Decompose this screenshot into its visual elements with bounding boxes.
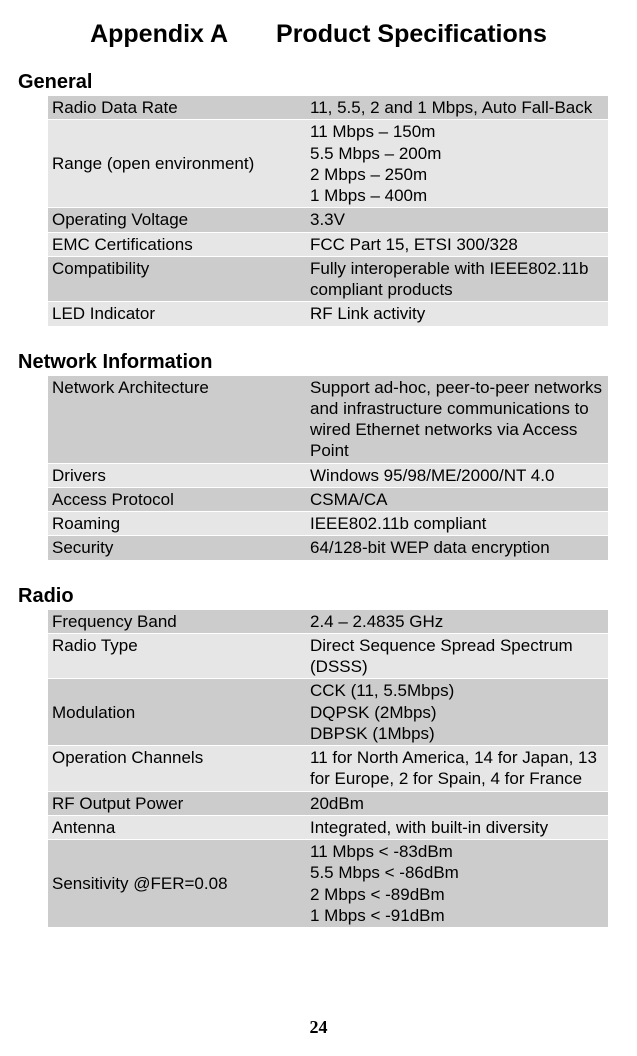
table-row: DriversWindows 95/98/ME/2000/NT 4.0 [48, 463, 608, 487]
table-row: Frequency Band2.4 – 2.4835 GHz [48, 610, 608, 634]
spec-label: Security [48, 536, 306, 560]
spec-value: Fully interoperable with IEEE802.11b com… [306, 256, 608, 302]
spec-value: Windows 95/98/ME/2000/NT 4.0 [306, 463, 608, 487]
spec-label: Drivers [48, 463, 306, 487]
appendix-title: Appendix A Product Specifications [18, 20, 619, 49]
spec-value: CSMA/CA [306, 487, 608, 511]
spec-label: EMC Certifications [48, 232, 306, 256]
table-row: Network ArchitectureSupport ad-hoc, peer… [48, 376, 608, 464]
spec-value: 11 Mbps – 150m5.5 Mbps – 200m2 Mbps – 25… [306, 120, 608, 208]
table-row: ModulationCCK (11, 5.5Mbps)DQPSK (2Mbps)… [48, 679, 608, 746]
table-row: RoamingIEEE802.11b compliant [48, 512, 608, 536]
spec-label: Network Architecture [48, 376, 306, 464]
spec-label: Antenna [48, 815, 306, 839]
spec-value: Support ad-hoc, peer-to-peer networks an… [306, 376, 608, 464]
spec-value: 11 Mbps < -83dBm5.5 Mbps < -86dBm2 Mbps … [306, 840, 608, 928]
table-row: Radio Data Rate11, 5.5, 2 and 1 Mbps, Au… [48, 96, 608, 120]
spec-value: RF Link activity [306, 302, 608, 326]
spec-value: FCC Part 15, ETSI 300/328 [306, 232, 608, 256]
section-heading-radio: Radio [18, 585, 619, 608]
table-row: AntennaIntegrated, with built-in diversi… [48, 815, 608, 839]
table-row: Access ProtocolCSMA/CA [48, 487, 608, 511]
spec-label: Frequency Band [48, 610, 306, 634]
section-heading-general: General [18, 71, 619, 94]
spec-value: CCK (11, 5.5Mbps)DQPSK (2Mbps)DBPSK (1Mb… [306, 679, 608, 746]
spec-label: LED Indicator [48, 302, 306, 326]
spec-value: 11, 5.5, 2 and 1 Mbps, Auto Fall-Back [306, 96, 608, 120]
spec-value: IEEE802.11b compliant [306, 512, 608, 536]
spec-value: Direct Sequence Spread Spectrum (DSSS) [306, 633, 608, 679]
table-row: Range (open environment)11 Mbps – 150m5.… [48, 120, 608, 208]
table-row: Operating Voltage3.3V [48, 208, 608, 232]
spec-label: Modulation [48, 679, 306, 746]
table-row: LED IndicatorRF Link activity [48, 302, 608, 326]
section-heading-network: Network Information [18, 351, 619, 374]
spec-label: Operation Channels [48, 746, 306, 792]
table-general: Radio Data Rate11, 5.5, 2 and 1 Mbps, Au… [48, 96, 608, 327]
spec-value: 3.3V [306, 208, 608, 232]
table-row: Sensitivity @FER=0.0811 Mbps < -83dBm5.5… [48, 840, 608, 928]
spec-label: RF Output Power [48, 791, 306, 815]
spec-label: Operating Voltage [48, 208, 306, 232]
table-row: Security64/128-bit WEP data encryption [48, 536, 608, 560]
spec-label: Radio Type [48, 633, 306, 679]
spec-label: Compatibility [48, 256, 306, 302]
title-prefix: Appendix A [90, 20, 228, 48]
page-number: 24 [0, 1017, 637, 1038]
spec-label: Access Protocol [48, 487, 306, 511]
spec-value: 2.4 – 2.4835 GHz [306, 610, 608, 634]
title-main: Product Specifications [276, 20, 547, 48]
table-row: EMC CertificationsFCC Part 15, ETSI 300/… [48, 232, 608, 256]
table-network: Network ArchitectureSupport ad-hoc, peer… [48, 376, 608, 561]
spec-value: Integrated, with built-in diversity [306, 815, 608, 839]
table-row: Operation Channels11 for North America, … [48, 746, 608, 792]
spec-label: Radio Data Rate [48, 96, 306, 120]
spec-value: 64/128-bit WEP data encryption [306, 536, 608, 560]
table-row: RF Output Power20dBm [48, 791, 608, 815]
spec-value: 20dBm [306, 791, 608, 815]
spec-label: Sensitivity @FER=0.08 [48, 840, 306, 928]
table-row: CompatibilityFully interoperable with IE… [48, 256, 608, 302]
spec-value: 11 for North America, 14 for Japan, 13 f… [306, 746, 608, 792]
spec-label: Range (open environment) [48, 120, 306, 208]
spec-label: Roaming [48, 512, 306, 536]
table-row: Radio TypeDirect Sequence Spread Spectru… [48, 633, 608, 679]
table-radio: Frequency Band2.4 – 2.4835 GHzRadio Type… [48, 610, 608, 929]
